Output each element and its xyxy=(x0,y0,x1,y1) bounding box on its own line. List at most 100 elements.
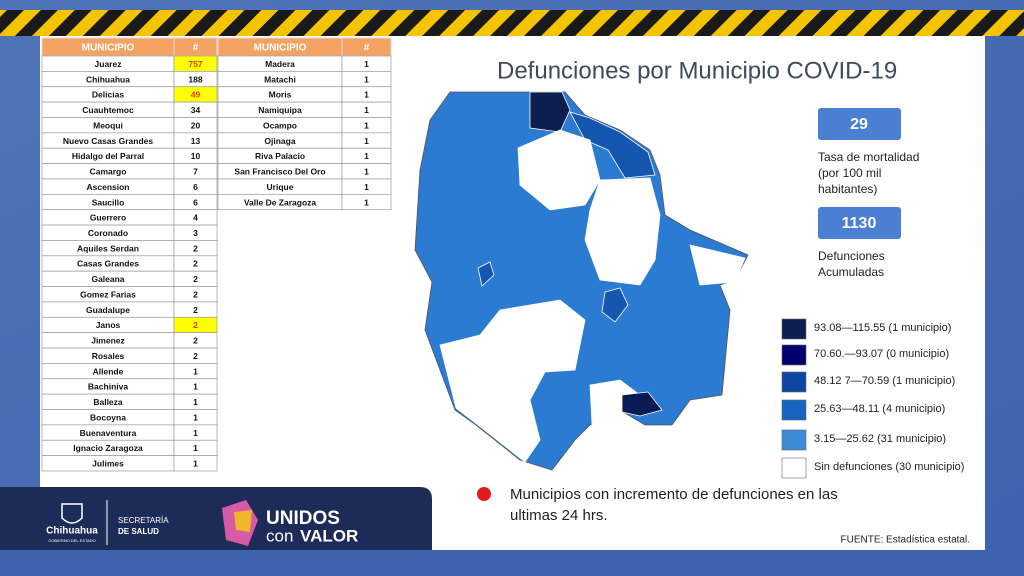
tables: MUNICIPIO # Juarez 757 Chihuahua 188 Delicias 4… xyxy=(41,37,392,472)
cell-municipio: San Francisco Del Oro xyxy=(234,167,325,177)
source: FUENTE: Estadística estatal. xyxy=(841,535,971,546)
header-text: MUNICIPIO xyxy=(82,43,135,54)
note-marker xyxy=(477,487,491,501)
cell-value: 1 xyxy=(193,382,198,392)
table-cell xyxy=(341,193,392,211)
note-line: Municipios con incremento de defunciones… xyxy=(510,486,838,503)
header-text: # xyxy=(193,43,199,54)
legend-label: 70.60.—93.07 (0 municipio) xyxy=(814,348,949,360)
cell-municipio: Juarez xyxy=(95,59,122,69)
stat-value: 29 xyxy=(850,116,868,133)
cell-municipio: Valle De Zaragoza xyxy=(244,197,317,207)
cell-value: 2 xyxy=(193,351,198,361)
stat-label: Defunciones xyxy=(818,249,885,263)
note-line: ultimas 24 hrs. xyxy=(510,507,608,524)
cell-municipio: Bachiniva xyxy=(88,382,128,392)
cell-value: 1 xyxy=(364,182,369,192)
caution-stripe xyxy=(0,10,1024,36)
cell-value: 2 xyxy=(193,289,198,299)
cell-value: 1 xyxy=(364,197,369,207)
region-cuauhtemoc xyxy=(477,261,495,287)
cell-value: 1 xyxy=(193,366,198,376)
cell-municipio: Urique xyxy=(267,182,294,192)
cell-municipio: Galeana xyxy=(91,274,124,284)
cell-value: 1 xyxy=(364,105,369,115)
cell-municipio: Madera xyxy=(265,59,295,69)
legend-label: 25.63—48.11 (4 municipio) xyxy=(814,403,945,415)
cell-value: 3 xyxy=(193,228,198,238)
region-juarez xyxy=(529,91,571,133)
cell-value: 188 xyxy=(188,74,202,84)
cell-value: 2 xyxy=(193,336,198,346)
campaign-word: VALOR xyxy=(300,526,358,545)
cell-value: 20 xyxy=(191,120,201,130)
region-dark-south xyxy=(621,391,663,417)
cell-municipio: Rosales xyxy=(92,351,125,361)
cell-municipio: Chihuahua xyxy=(86,74,130,84)
cell-value: 49 xyxy=(191,90,201,100)
stat-value: 1130 xyxy=(842,215,877,232)
cell-value: 757 xyxy=(188,59,202,69)
legend-swatch xyxy=(781,457,807,479)
legend-label: Sin defunciones (30 municipio) xyxy=(814,461,964,473)
cell-municipio: Jimenez xyxy=(91,336,125,346)
cell-municipio: Gomez Farias xyxy=(80,289,136,299)
region-east-border xyxy=(569,111,656,179)
cell-municipio: Casas Grandes xyxy=(77,259,139,269)
government-name: Chihuahua xyxy=(46,526,98,537)
stat-box xyxy=(818,207,901,239)
cell-value: 1 xyxy=(193,459,198,469)
cell-value: 1 xyxy=(364,59,369,69)
stat-label: habitantes) xyxy=(818,182,877,196)
campaign-word: con xyxy=(266,526,293,545)
bottom-strip xyxy=(0,550,1024,576)
stat-box xyxy=(818,108,901,140)
legend-swatch xyxy=(781,318,807,340)
campaign-logo-inner xyxy=(234,510,252,532)
legend: 93.08—115.55 (1 municipio) 70.60.—93.07 (… xyxy=(781,318,964,479)
title: Defunciones por Municipio COVID-19 xyxy=(497,57,897,84)
department: SECRETARÍA xyxy=(118,516,169,525)
region-delicias xyxy=(601,287,629,323)
cell-value: 4 xyxy=(193,213,198,223)
cell-municipio: Delicias xyxy=(92,90,124,100)
cell-value: 1 xyxy=(193,412,198,422)
cell-municipio: Aquiles Serdan xyxy=(77,243,139,253)
cell-value: 2 xyxy=(193,259,198,269)
stat-label: (por 100 mil xyxy=(818,166,881,180)
cell-municipio: Cuauhtemoc xyxy=(82,105,134,115)
cell-municipio: Guadalupe xyxy=(86,305,130,315)
stats: 29 Tasa de mortalidad (por 100 mil habitant… xyxy=(818,108,919,279)
header-text: MUNICIPIO xyxy=(254,43,307,54)
cell-value: 1 xyxy=(364,120,369,130)
cell-value: 13 xyxy=(191,136,201,146)
government-emblem xyxy=(61,503,83,524)
cell-value: 1 xyxy=(364,151,369,161)
department: DE SALUD xyxy=(118,527,159,536)
cell-value: 1 xyxy=(364,136,369,146)
header-text: # xyxy=(364,43,370,54)
cell-municipio: Janos xyxy=(96,320,121,330)
cell-municipio: Ascension xyxy=(87,182,130,192)
cell-value: 1 xyxy=(364,167,369,177)
cell-value: 1 xyxy=(364,90,369,100)
cell-municipio: Julimes xyxy=(92,459,124,469)
region-white-northeast xyxy=(689,244,746,286)
cell-municipio: Allende xyxy=(93,366,124,376)
cell-municipio: Meoqui xyxy=(93,120,123,130)
footer-band xyxy=(0,487,432,550)
cell-value: 7 xyxy=(193,167,198,177)
cell-value: 2 xyxy=(193,243,198,253)
cell-value: 1 xyxy=(193,428,198,438)
cell-municipio: Guerrero xyxy=(90,213,126,223)
region-white-north xyxy=(517,129,601,211)
cell-municipio: Ocampo xyxy=(263,120,297,130)
cell-value: 2 xyxy=(193,274,198,284)
cell-municipio: Namiquipa xyxy=(258,105,302,115)
cell-value: 10 xyxy=(191,151,201,161)
legend-label: 93.08—115.55 (1 municipio) xyxy=(814,322,951,334)
cell-municipio: Moris xyxy=(269,90,292,100)
cell-value: 1 xyxy=(364,74,369,84)
stat-label: Acumuladas xyxy=(818,265,884,279)
